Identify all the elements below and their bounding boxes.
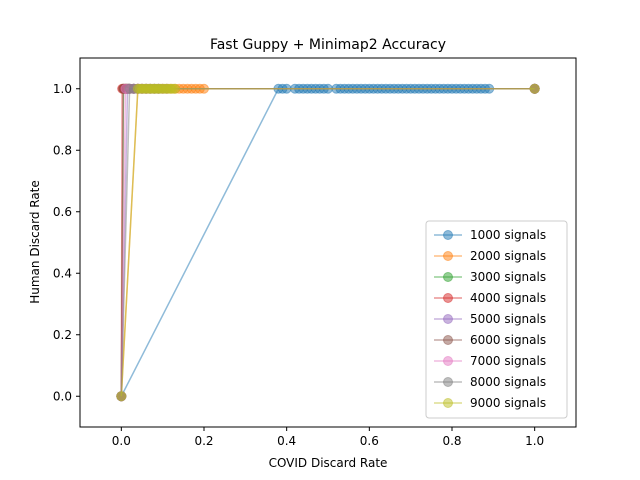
y-axis: 0.0 0.2 0.4 0.6 0.8 1.0 [53,82,80,403]
legend-label: 8000 signals [470,375,546,389]
legend-label: 7000 signals [470,354,546,368]
plot-frame [79,57,577,428]
legend-label: 4000 signals [470,291,546,305]
legend-swatch-marker [443,356,453,366]
legend-box [425,220,568,419]
plot-area [116,83,540,402]
legend-item-8000: 8000 signals [434,375,546,389]
x-tick-label: 0.6 [360,434,379,448]
y-tick-label: 0.0 [53,389,72,403]
x-tick-label: 1.0 [525,434,544,448]
legend-item-6000: 6000 signals [434,333,546,347]
legend-label: 2000 signals [470,249,546,263]
legend-swatch-marker [443,314,453,324]
legend-item-3000: 3000 signals [434,270,546,284]
legend-item-4000: 4000 signals [434,291,546,305]
legend-label: 3000 signals [470,270,546,284]
legend-swatch-marker [443,293,453,303]
data-point [170,83,181,94]
legend-item-1000: 1000 signals [434,228,546,242]
x-axis: 0.0 0.2 0.4 0.6 0.8 1.0 [112,427,544,448]
legend-item-7000: 7000 signals [434,354,546,368]
x-tick-label: 0.2 [194,434,213,448]
legend-swatch-marker [443,251,453,261]
x-tick-label: 0.4 [277,434,296,448]
legend-swatch-marker [443,398,453,408]
y-tick-label: 1.0 [53,82,72,96]
legend-swatch-marker [443,230,453,240]
chart-title: Fast Guppy + Minimap2 Accuracy [210,37,446,53]
legend-label: 5000 signals [470,312,546,326]
x-axis-label: COVID Discard Rate [269,456,388,470]
legend-swatch-marker [443,377,453,387]
legend-item-9000: 9000 signals [434,396,546,410]
y-axis-label: Human Discard Rate [28,180,42,304]
legend-label: 9000 signals [470,396,546,410]
legend-label: 6000 signals [470,333,546,347]
legend-swatch-marker [443,272,453,282]
x-tick-label: 0.8 [442,434,461,448]
series-9000 [116,83,540,402]
legend-label: 1000 signals [470,228,546,242]
y-tick-label: 0.4 [53,266,72,280]
legend: 1000 signals 2000 signals 3000 signals 4000… [425,220,568,419]
legend-swatch-marker [443,335,453,345]
y-tick-label: 0.6 [53,205,72,219]
legend-item-2000: 2000 signals [434,249,546,263]
y-tick-label: 0.8 [53,143,72,157]
data-point [116,391,127,402]
legend-item-5000: 5000 signals [434,312,546,326]
data-point [529,83,540,94]
x-tick-label: 0.0 [112,434,131,448]
y-tick-label: 0.2 [53,328,72,342]
